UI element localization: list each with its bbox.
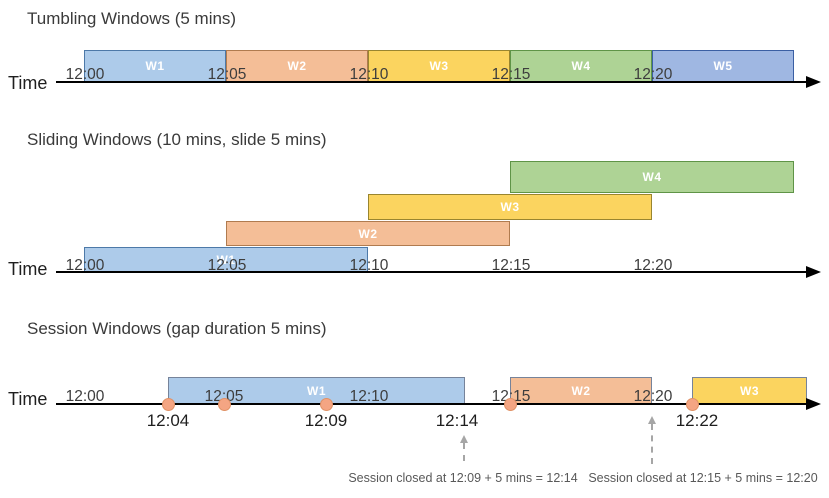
tumbling-window-w1: W1 xyxy=(84,50,226,82)
session-section-title: Session Windows (gap duration 5 mins) xyxy=(27,319,327,338)
sliding-section-title: Sliding Windows (10 mins, slide 5 mins) xyxy=(27,130,327,149)
dashed-up-arrow-icon xyxy=(647,416,657,464)
dashed-up-arrow-icon xyxy=(459,435,469,461)
event-dot xyxy=(504,398,517,411)
event-dot xyxy=(218,398,231,411)
session-window-w1: W1 xyxy=(168,377,465,404)
event-time-label: 12:09 xyxy=(304,411,348,430)
session-time-axis-label: Time xyxy=(8,389,48,409)
session-window-w3: W3 xyxy=(692,377,807,404)
tick-label: 12:00 xyxy=(65,257,105,274)
sliding-window-w4: W4 xyxy=(510,161,794,193)
event-time-label: 12:22 xyxy=(675,411,719,430)
dashed-line xyxy=(651,424,653,464)
window-label: W2 xyxy=(287,59,307,73)
session-window-w2: W2 xyxy=(510,377,652,404)
window-label: W5 xyxy=(713,59,733,73)
window-label: W2 xyxy=(571,383,591,398)
tumbling-section-title: Tumbling Windows (5 mins) xyxy=(27,9,237,28)
window-label: W1 xyxy=(216,253,236,267)
session-time-axis xyxy=(56,403,808,405)
tick-label: 12:20 xyxy=(633,388,673,405)
window-label: W4 xyxy=(571,59,591,73)
tick-label: 12:10 xyxy=(349,388,389,405)
tumbling-window-w3: W3 xyxy=(368,50,510,82)
window-label: W2 xyxy=(358,226,378,241)
tumbling-axis-arrowhead-icon xyxy=(806,76,821,88)
sliding-window-w1: W1 xyxy=(84,247,368,273)
session-closed-annotation-2: Session closed at 12:15 + 5 mins = 12:20 xyxy=(588,471,818,485)
sliding-time-axis xyxy=(56,271,808,273)
tick-label: 12:10 xyxy=(349,66,389,83)
sliding-axis-arrowhead-icon xyxy=(806,266,821,278)
tick-label: 12:05 xyxy=(207,257,247,274)
tick-label: 12:05 xyxy=(207,66,247,83)
event-time-label: 12:14 xyxy=(435,411,479,430)
tick-label: 12:15 xyxy=(491,388,531,405)
tick-label: 12:00 xyxy=(65,66,105,83)
tumbling-window-w5: W5 xyxy=(652,50,794,82)
dashed-line xyxy=(463,443,465,461)
session-closed-annotation-1: Session closed at 12:09 + 5 mins = 12:14 xyxy=(348,471,578,485)
event-dot xyxy=(162,398,175,411)
arrowhead-icon xyxy=(648,416,656,424)
window-label: W3 xyxy=(500,200,520,214)
window-label: W3 xyxy=(740,383,759,398)
event-dot xyxy=(686,398,699,411)
window-label: W1 xyxy=(145,59,165,73)
tumbling-time-axis xyxy=(56,81,808,83)
tick-label: 12:05 xyxy=(204,388,244,405)
tick-label: 12:20 xyxy=(633,66,673,83)
tick-label: 12:00 xyxy=(65,388,105,405)
tick-label: 12:20 xyxy=(633,257,673,274)
arrowhead-icon xyxy=(460,435,468,443)
event-dot xyxy=(320,398,333,411)
event-time-label: 12:04 xyxy=(146,411,190,430)
sliding-time-axis-label: Time xyxy=(8,259,48,279)
tumbling-time-axis-label: Time xyxy=(8,73,48,93)
window-label: W1 xyxy=(307,383,326,398)
tick-label: 12:15 xyxy=(491,66,531,83)
session-axis-arrowhead-icon xyxy=(806,398,821,410)
window-label: W4 xyxy=(642,170,662,184)
sliding-window-w2: W2 xyxy=(226,221,510,246)
sliding-window-w3: W3 xyxy=(368,194,652,220)
window-label: W3 xyxy=(429,59,449,73)
tick-label: 12:10 xyxy=(349,257,389,274)
tick-label: 12:15 xyxy=(491,257,531,274)
